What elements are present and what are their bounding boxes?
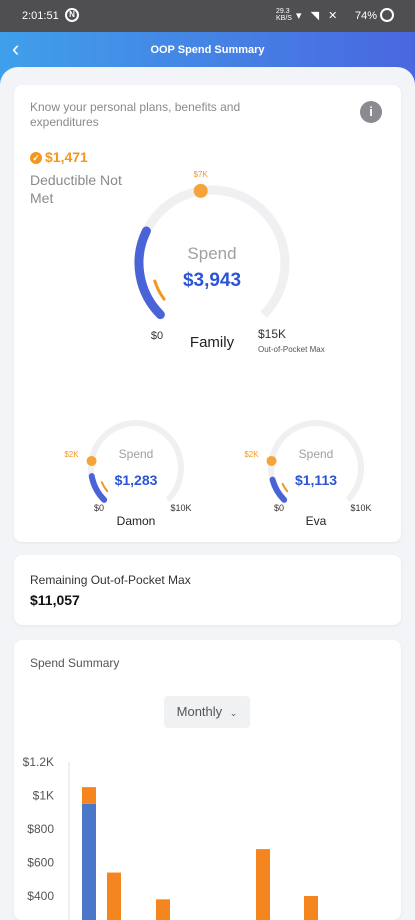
chart-bar-segment[interactable] xyxy=(107,872,121,920)
remaining-oop-value: $11,057 xyxy=(30,592,80,608)
family-gauge: $7K Spend $3,943 $0 $15K Family xyxy=(134,170,290,351)
page-title: OOP Spend Summary xyxy=(150,44,265,56)
spend-bar-chart: $1.2K $1K $800 $600 $400 xyxy=(23,755,318,920)
eva-gauge-spend-arc xyxy=(269,476,288,503)
eva-deductible-progress-arc xyxy=(281,482,289,493)
family-gauge-spend-arc xyxy=(134,226,165,320)
damon-spend-label: Spend xyxy=(119,447,154,461)
chart-bar-segment[interactable] xyxy=(256,849,270,920)
eva-spend-value: $1,113 xyxy=(295,472,337,488)
damon-deductible-marker-label: $2K xyxy=(64,450,79,459)
damon-deductible-marker xyxy=(86,455,97,466)
eva-name: Eva xyxy=(306,514,327,528)
family-spend-value: $3,943 xyxy=(183,270,241,291)
chart-bar-segment[interactable] xyxy=(156,899,170,920)
damon-gauge-track xyxy=(88,420,184,502)
y-tick-label: $800 xyxy=(27,822,54,836)
y-tick-label: $1K xyxy=(33,789,54,803)
status-bar: 2:01:51 N 29.3 KB/S ▾ ◥ ✕ 74% xyxy=(0,0,415,32)
eva-deductible-marker xyxy=(266,455,277,466)
damon-deductible-progress-arc xyxy=(100,481,109,493)
chart-bar-segment[interactable] xyxy=(82,803,96,920)
eva-spend-label: Spend xyxy=(299,447,334,461)
deductible-label: Deductible Not Met xyxy=(30,172,122,206)
y-tick-label: $400 xyxy=(27,889,54,903)
y-tick-label: $1.2K xyxy=(23,755,54,769)
battery-icon xyxy=(380,8,394,22)
signal-wifi-icons: ▾ ◥ ✕ xyxy=(296,10,341,22)
battery-percent: 74% xyxy=(355,10,378,22)
member-gauge-eva: $2K Spend $1,113 $0 $10K Eva xyxy=(244,420,372,528)
remaining-oop-label: Remaining Out-of-Pocket Max xyxy=(30,573,191,587)
y-tick-label: $600 xyxy=(27,856,54,870)
check-circle-icon: ✓ xyxy=(30,152,42,164)
eva-max-label: $10K xyxy=(350,503,371,513)
family-max-sublabel: Out-of-Pocket Max xyxy=(258,345,325,354)
deductible-amount: ✓ $1,471 xyxy=(30,149,88,165)
damon-spend-value: $1,283 xyxy=(115,472,158,488)
damon-max-label: $10K xyxy=(170,503,191,513)
family-deductible-progress-arc xyxy=(153,279,166,301)
vpn-icon: N xyxy=(65,8,79,22)
damon-min-label: $0 xyxy=(94,503,104,513)
family-spend-label: Spend xyxy=(187,244,236,263)
intro-text: Know your personal plans, benefits and e… xyxy=(30,100,241,129)
family-max-label: $15K xyxy=(258,327,286,341)
network-speed: 29.3 KB/S xyxy=(276,8,292,22)
info-icon[interactable]: i xyxy=(360,101,382,123)
chart-bar-segment[interactable] xyxy=(82,787,96,804)
spend-summary-title: Spend Summary xyxy=(30,656,120,670)
family-deductible-marker-label: $7K xyxy=(194,170,209,179)
family-name: Family xyxy=(190,334,235,351)
remaining-oop-card: Remaining Out-of-Pocket Max $11,057 xyxy=(14,555,401,625)
period-select-value: Monthly xyxy=(176,704,223,719)
family-deductible-marker xyxy=(193,183,208,198)
period-select[interactable]: Monthly ⌄ xyxy=(164,696,250,728)
status-time: 2:01:51 xyxy=(22,10,59,22)
damon-gauge-spend-arc xyxy=(88,473,108,503)
damon-name: Damon xyxy=(117,514,156,528)
family-min-label: $0 xyxy=(151,330,163,342)
chevron-down-icon: ⌄ xyxy=(229,708,238,718)
eva-deductible-marker-label: $2K xyxy=(244,450,259,459)
eva-min-label: $0 xyxy=(274,503,284,513)
content-sheet: Know your personal plans, benefits and e… xyxy=(0,67,415,920)
member-gauge-damon: $2K Spend $1,283 $0 $10K Damon xyxy=(64,420,192,528)
back-arrow-icon[interactable]: ‹ xyxy=(12,36,20,61)
summary-card: Know your personal plans, benefits and e… xyxy=(14,85,401,542)
spend-summary-card: Spend Summary Monthly ⌄ $1.2K $1K $800 $600… xyxy=(14,640,401,920)
eva-gauge-track xyxy=(268,420,364,502)
